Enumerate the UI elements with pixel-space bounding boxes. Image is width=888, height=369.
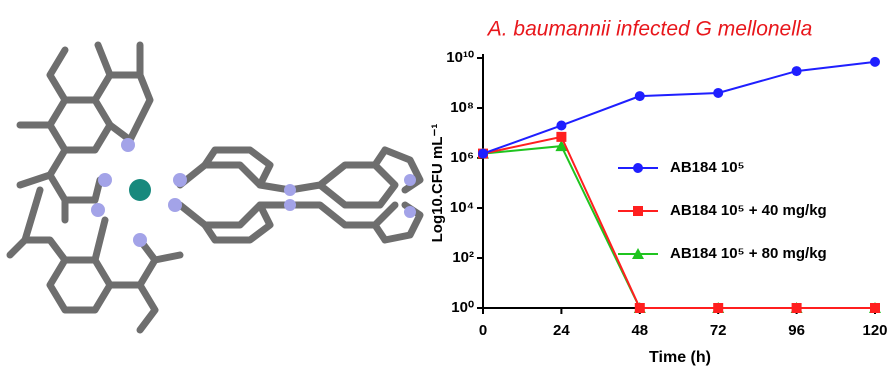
data-point xyxy=(870,57,880,67)
data-point xyxy=(635,91,645,101)
x-axis-label: Time (h) xyxy=(649,349,711,366)
nitrogen-atom xyxy=(98,173,112,187)
data-point xyxy=(713,88,723,98)
legend-marker xyxy=(633,163,643,173)
chart-title: A. baumannii infected G mellonella xyxy=(486,18,813,41)
nitrogen-atom xyxy=(91,203,105,217)
molecule-structure xyxy=(10,45,420,330)
y-tick-label: 10⁶ xyxy=(450,149,474,166)
nitrogen-atom xyxy=(168,198,182,212)
x-tick-label: 24 xyxy=(553,322,570,339)
nitrogen-atom xyxy=(404,174,416,186)
nitrogen-atom xyxy=(133,233,147,247)
legend-label: AB184 10⁵ + 40 mg/kg xyxy=(670,202,827,219)
data-point xyxy=(478,149,488,159)
legend-marker xyxy=(633,206,643,216)
y-tick-label: 10¹⁰ xyxy=(446,49,474,66)
metal-atom xyxy=(129,179,151,201)
y-tick-label: 10⁸ xyxy=(450,99,474,116)
x-tick-label: 96 xyxy=(788,322,805,339)
x-tick-label: 48 xyxy=(631,322,648,339)
data-point xyxy=(713,303,723,313)
y-tick-label: 10⁴ xyxy=(450,199,474,216)
data-point xyxy=(556,132,566,142)
series-line xyxy=(483,62,875,154)
nitrogen-atom xyxy=(404,206,416,218)
y-tick-label: 10⁰ xyxy=(451,299,474,316)
data-point xyxy=(635,303,645,313)
nitrogen-atom xyxy=(284,184,296,196)
y-axis-label: Log10.CFU mL⁻¹ xyxy=(429,124,446,243)
data-point xyxy=(792,303,802,313)
nitrogen-atom xyxy=(121,138,135,152)
figure: A. baumannii infected G mellonella Time … xyxy=(0,0,888,369)
data-point xyxy=(556,120,566,130)
data-point xyxy=(870,303,880,313)
data-point xyxy=(792,66,802,76)
legend-label: AB184 10⁵ + 80 mg/kg xyxy=(670,245,827,262)
nitrogen-atom xyxy=(284,199,296,211)
x-tick-label: 120 xyxy=(862,322,887,339)
x-tick-label: 0 xyxy=(479,322,487,339)
legend-label: AB184 10⁵ xyxy=(670,159,745,176)
y-tick-label: 10² xyxy=(452,249,474,266)
nitrogen-atom xyxy=(173,173,187,187)
x-tick-label: 72 xyxy=(710,322,727,339)
